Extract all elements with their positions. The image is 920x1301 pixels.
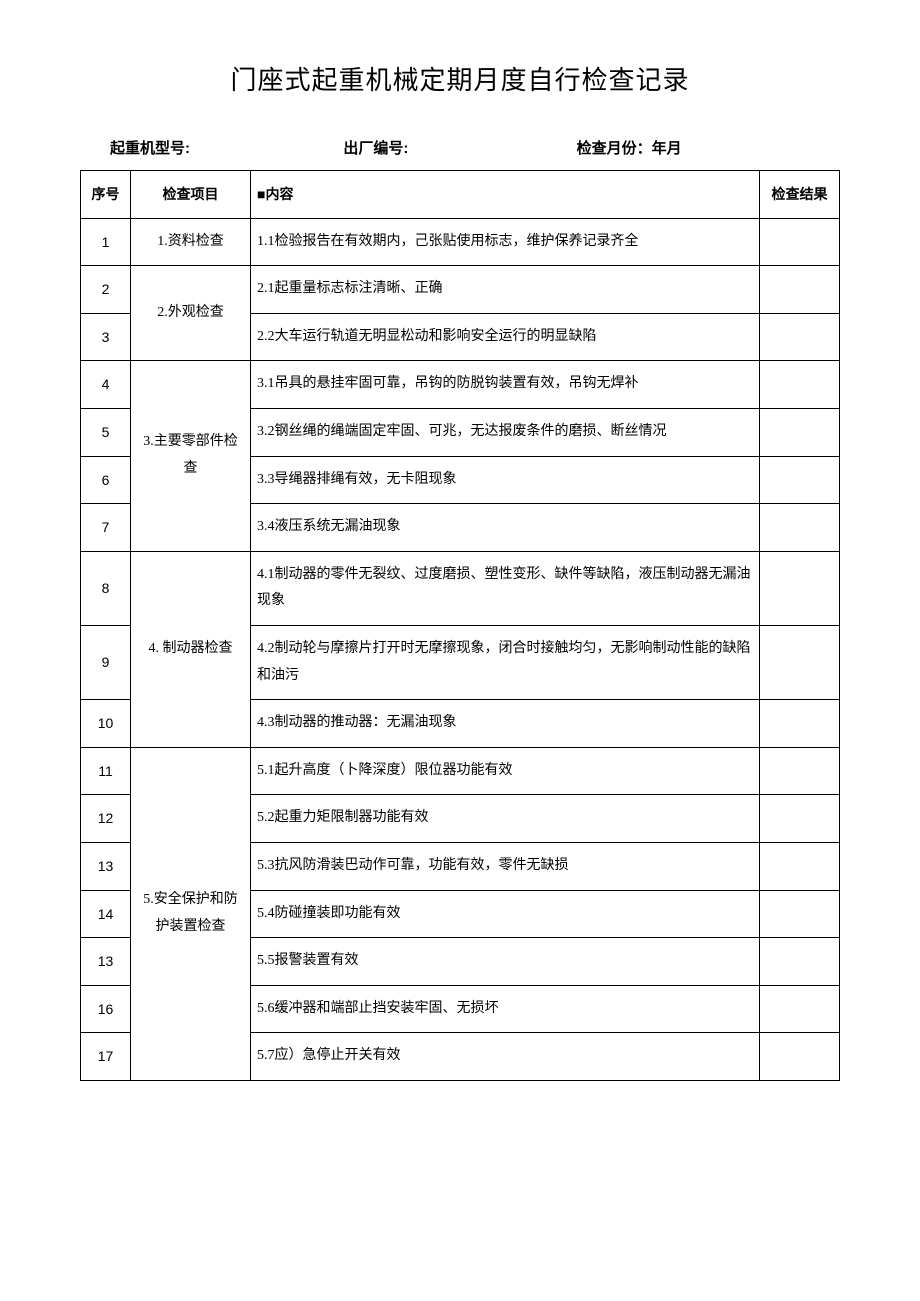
- cell-seq: 7: [81, 504, 131, 552]
- cell-result: [760, 795, 840, 843]
- cell-seq: 5: [81, 408, 131, 456]
- cell-seq: 13: [81, 842, 131, 890]
- table-row: 84. 制动器检查4.1制动器的零件无裂纹、过度磨损、塑性变形、缺件等缺陷，液压…: [81, 551, 840, 625]
- cell-content: 5.7应）急停止开关有效: [251, 1033, 760, 1081]
- cell-content: 5.3抗风防滑装巴动作可靠，功能有效，零件无缺损: [251, 842, 760, 890]
- cell-content: 3.1吊具的悬挂牢固可靠，吊钩的防脱钩装置有效，吊钩无焊补: [251, 361, 760, 409]
- cell-result: [760, 361, 840, 409]
- serial-label: 出厂编号:: [343, 137, 576, 158]
- cell-result: [760, 842, 840, 890]
- cell-result: [760, 313, 840, 361]
- cell-result: [760, 551, 840, 625]
- cell-content: 5.1起升高度（卜降深度）限位器功能有效: [251, 747, 760, 795]
- cell-result: [760, 408, 840, 456]
- cell-seq: 2: [81, 266, 131, 314]
- month-label: 检查月份：年月: [577, 137, 810, 158]
- cell-seq: 17: [81, 1033, 131, 1081]
- cell-result: [760, 218, 840, 266]
- meta-row: 起重机型号: 出厂编号: 检查月份：年月: [80, 137, 840, 158]
- cell-content: 2.2大车运行轨道无明显松动和影响安全运行的明显缺陷: [251, 313, 760, 361]
- cell-seq: 12: [81, 795, 131, 843]
- table-row: 11.资料检查1.1检验报告在有效期内，己张贴使用标志，维护保养记录齐全: [81, 218, 840, 266]
- model-label: 起重机型号:: [110, 137, 343, 158]
- cell-content: 3.2钢丝绳的绳端固定牢固、可兆，无达报废条件的磨损、断丝情况: [251, 408, 760, 456]
- cell-content: 4.1制动器的零件无裂纹、过度磨损、塑性变形、缺件等缺陷，液压制动器无漏油现象: [251, 551, 760, 625]
- cell-seq: 10: [81, 700, 131, 748]
- cell-seq: 3: [81, 313, 131, 361]
- header-seq: 序号: [81, 171, 131, 219]
- table-row: 115.安全保护和防护装置检查5.1起升高度（卜降深度）限位器功能有效: [81, 747, 840, 795]
- cell-seq: 13: [81, 938, 131, 986]
- cell-seq: 9: [81, 625, 131, 699]
- cell-seq: 4: [81, 361, 131, 409]
- cell-item: 1.资料检查: [131, 218, 251, 266]
- cell-content: 1.1检验报告在有效期内，己张贴使用标志，维护保养记录齐全: [251, 218, 760, 266]
- cell-seq: 11: [81, 747, 131, 795]
- table-row: 43.主要零部件检查3.1吊具的悬挂牢固可靠，吊钩的防脱钩装置有效，吊钩无焊补: [81, 361, 840, 409]
- cell-item: 5.安全保护和防护装置检查: [131, 747, 251, 1080]
- cell-seq: 1: [81, 218, 131, 266]
- cell-content: 3.4液压系统无漏油现象: [251, 504, 760, 552]
- cell-result: [760, 504, 840, 552]
- header-content: ■内容: [251, 171, 760, 219]
- cell-content: 5.2起重力矩限制器功能有效: [251, 795, 760, 843]
- cell-result: [760, 890, 840, 938]
- cell-content: 2.1起重量标志标注清晰、正确: [251, 266, 760, 314]
- cell-content: 4.2制动轮与摩擦片打开时无摩擦现象，闭合时接触均匀，无影响制动性能的缺陷和油污: [251, 625, 760, 699]
- cell-result: [760, 625, 840, 699]
- cell-seq: 16: [81, 985, 131, 1033]
- cell-content: 4.3制动器的推动器：无漏油现象: [251, 700, 760, 748]
- cell-result: [760, 456, 840, 504]
- cell-result: [760, 1033, 840, 1081]
- cell-item: 2.外观检查: [131, 266, 251, 361]
- cell-item: 3.主要零部件检查: [131, 361, 251, 551]
- header-result: 检查结果: [760, 171, 840, 219]
- cell-result: [760, 700, 840, 748]
- cell-seq: 6: [81, 456, 131, 504]
- cell-content: 5.5报警装置有效: [251, 938, 760, 986]
- cell-result: [760, 938, 840, 986]
- cell-result: [760, 747, 840, 795]
- cell-content: 5.4防碰撞装即功能有效: [251, 890, 760, 938]
- cell-seq: 14: [81, 890, 131, 938]
- cell-content: 3.3导绳器排绳有效，无卡阻现象: [251, 456, 760, 504]
- table-row: 22.外观检查2.1起重量标志标注清晰、正确: [81, 266, 840, 314]
- cell-seq: 8: [81, 551, 131, 625]
- header-item: 检查项目: [131, 171, 251, 219]
- cell-content: 5.6缓冲器和端部止挡安装牢固、无损坏: [251, 985, 760, 1033]
- page-title: 门座式起重机械定期月度自行检查记录: [80, 60, 840, 97]
- cell-result: [760, 266, 840, 314]
- inspection-table: 序号 检查项目 ■内容 检查结果 11.资料检查1.1检验报告在有效期内，己张贴…: [80, 170, 840, 1081]
- cell-result: [760, 985, 840, 1033]
- table-header-row: 序号 检查项目 ■内容 检查结果: [81, 171, 840, 219]
- cell-item: 4. 制动器检查: [131, 551, 251, 747]
